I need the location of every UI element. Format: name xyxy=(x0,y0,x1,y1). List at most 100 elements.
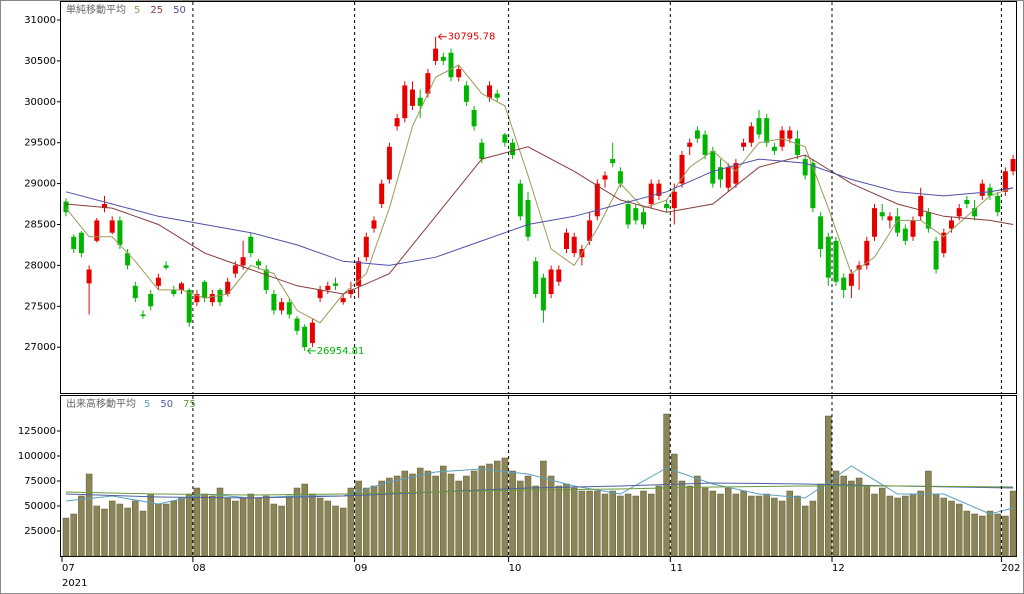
candle-body xyxy=(86,269,92,284)
volume-bar xyxy=(416,467,424,557)
candle-body xyxy=(925,212,931,229)
volume-bar xyxy=(378,480,385,557)
candle-body xyxy=(933,240,939,270)
volume-bar xyxy=(101,508,108,557)
volume-bar xyxy=(178,497,185,557)
annotation-arrow xyxy=(437,33,447,41)
volume-bar xyxy=(132,500,139,557)
year-label: 2021 xyxy=(62,578,87,589)
volume-bar xyxy=(647,493,655,557)
moving-average-line xyxy=(65,64,1014,324)
legend-entry: 50 xyxy=(173,5,186,16)
candle-body xyxy=(525,199,531,237)
volume-bar xyxy=(309,493,316,557)
volume-bar xyxy=(909,493,917,557)
candle-body xyxy=(949,220,954,229)
volume-bar xyxy=(278,505,285,557)
candle-body xyxy=(802,159,808,176)
volume-bar xyxy=(370,485,378,557)
volume-bar xyxy=(62,517,70,557)
candle-body xyxy=(240,257,246,266)
y-tick-label: 30000 xyxy=(24,97,56,108)
volume-bar xyxy=(155,503,162,557)
volume-bar xyxy=(640,490,647,557)
volume-bar xyxy=(817,483,824,557)
x-tick-label: 202 xyxy=(1001,563,1020,574)
legend-entry: 50 xyxy=(160,399,173,410)
volume-bar xyxy=(694,475,701,557)
volume-bar xyxy=(540,460,547,557)
volume-bar xyxy=(393,475,401,557)
candle-body xyxy=(856,265,862,270)
volume-bar xyxy=(763,493,770,557)
candle-body xyxy=(209,294,215,303)
candle-body xyxy=(94,220,100,241)
candle-body xyxy=(78,232,84,254)
volume-bar xyxy=(424,470,432,557)
candle-body xyxy=(1010,159,1016,172)
candle-body xyxy=(564,232,569,250)
volume-bar xyxy=(871,493,878,557)
candle-body xyxy=(718,167,723,180)
volume-bar xyxy=(108,500,116,557)
y-tick-label: 25000 xyxy=(24,526,56,537)
volume-bar xyxy=(447,473,455,557)
y-tick-label: 31000 xyxy=(24,15,56,26)
candle-body xyxy=(163,265,169,268)
candle-body xyxy=(286,302,292,315)
candle-body xyxy=(879,212,885,217)
volume-bar xyxy=(355,480,362,557)
volume-bar xyxy=(193,487,201,557)
volume-bar xyxy=(401,470,409,557)
candle-body xyxy=(848,273,854,286)
volume-bar xyxy=(70,513,77,557)
y-tick-label: 30500 xyxy=(24,56,56,67)
volume-bar xyxy=(617,495,624,557)
candle-body xyxy=(979,183,985,196)
candle-body xyxy=(394,118,400,127)
candle-body xyxy=(571,236,577,254)
volume-bar xyxy=(902,495,909,557)
volume-bar xyxy=(463,475,470,557)
volume-bar xyxy=(286,495,293,557)
legend-entry: 25 xyxy=(150,5,163,16)
volume-bar xyxy=(363,487,370,557)
candle-body xyxy=(148,294,154,307)
candle-body xyxy=(964,199,970,205)
x-tick-label: 07 xyxy=(62,563,75,574)
volume-bar xyxy=(832,470,840,557)
candle-body xyxy=(479,142,485,160)
candle-body xyxy=(664,204,670,209)
volume-bar xyxy=(971,513,978,557)
candle-body xyxy=(895,216,901,233)
candle-body xyxy=(248,236,254,254)
candle-body xyxy=(795,138,800,155)
volume-bar xyxy=(586,490,593,557)
candle-body xyxy=(371,220,377,229)
candle-body xyxy=(648,183,654,205)
volume-bar xyxy=(563,483,570,557)
candle-body xyxy=(633,208,639,221)
volume-bar xyxy=(709,490,717,557)
candle-body xyxy=(510,142,516,155)
volume-bar xyxy=(216,487,224,557)
candle-body xyxy=(610,159,616,164)
candle-body xyxy=(918,195,924,217)
candle-body xyxy=(117,220,123,245)
volume-bar xyxy=(85,473,93,557)
candle-body xyxy=(132,285,138,299)
candle-body xyxy=(602,175,608,180)
volume-bar xyxy=(247,493,255,557)
candle-body xyxy=(694,130,700,139)
volume-bar xyxy=(624,493,632,557)
moving-average-line xyxy=(65,465,1014,515)
candle-body xyxy=(810,163,816,209)
candle-body xyxy=(710,150,716,184)
volume-bar xyxy=(940,497,948,557)
volume-bar xyxy=(470,470,478,557)
volume-bar xyxy=(270,503,278,557)
volume-bar xyxy=(316,497,324,557)
volume-bar xyxy=(886,495,894,557)
volume-bar xyxy=(994,513,1001,557)
volume-bar xyxy=(717,493,724,557)
